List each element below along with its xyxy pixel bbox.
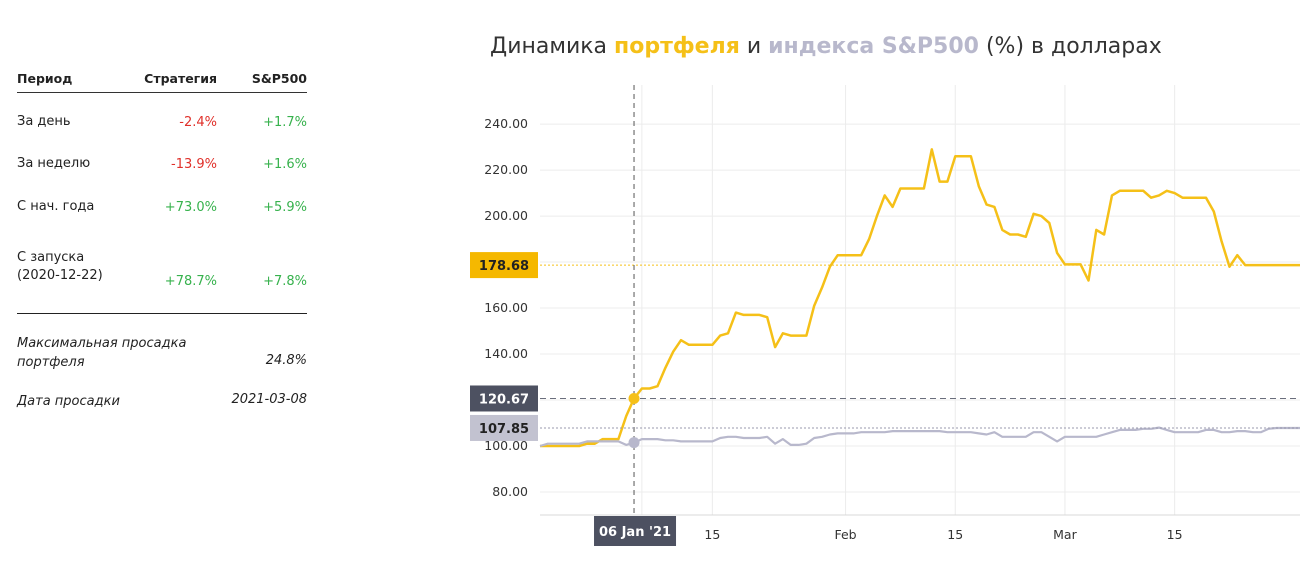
drawdown-date-row: Дата просадки 2021-03-08 (17, 392, 307, 411)
stats-row-day: За день -2.4% +1.7% (17, 93, 307, 151)
x-tick-label: Feb (834, 527, 856, 542)
header-period: Период (17, 71, 73, 86)
x-tick-label: Mar (1053, 527, 1077, 542)
header-sp500: S&P500 (251, 71, 307, 86)
x-tick-label: 15 (1167, 527, 1183, 542)
max-drawdown-value: 24.8% (265, 353, 307, 368)
index-series-line (539, 426, 1300, 448)
index-crosshair-point (628, 437, 640, 449)
drawdown-date-value: 2021-03-08 (231, 392, 307, 407)
title-middle: и (739, 34, 769, 59)
x-tick-label: 15 (704, 527, 720, 542)
last-value-label: 178.68 (479, 259, 529, 274)
index-value-label-box (470, 414, 538, 441)
crosshair-value-label-box (470, 385, 538, 412)
performance-stats-table: Период Стратегия S&P500 За день -2.4% +1… (17, 62, 307, 411)
chart-title: Динамика портфеля и индекса S&P500 (%) в… (490, 34, 1162, 59)
y-tick-label: 100.00 (484, 438, 528, 453)
crosshair-date-label: 06 Jan '21 (599, 525, 671, 540)
y-tick-label: 140.00 (484, 346, 528, 361)
strategy-value: -13.9% (171, 156, 217, 172)
strategy-value: +73.0% (164, 199, 217, 215)
max-drawdown-row: Максимальная просадка портфеля 24.8% (17, 334, 307, 372)
y-tick-label: 240.00 (484, 116, 528, 131)
y-tick-label: 160.00 (484, 300, 528, 315)
title-portfolio: портфеля (614, 34, 740, 59)
row-label: С нач. года (17, 199, 95, 214)
strategy-value: +78.7% (164, 274, 217, 289)
title-prefix: Динамика (490, 34, 615, 59)
stats-row-since-launch: С запуска (2020-12-22) +78.7% +7.8% (17, 237, 307, 297)
y-tick-label: 220.00 (484, 162, 528, 177)
portfolio-crosshair-point (628, 392, 640, 404)
strategy-value: -2.4% (179, 114, 217, 130)
sp500-value: +1.6% (263, 156, 307, 172)
title-suffix: (%) в долларах (978, 34, 1162, 59)
sp500-value: +1.7% (263, 114, 307, 130)
x-tick-label: 15 (947, 527, 963, 542)
portfolio-series-line (540, 148, 1300, 448)
drawdown-date-label: Дата просадки (17, 394, 120, 409)
title-index: индекса S&P500 (768, 34, 979, 59)
max-drawdown-label: Максимальная просадка портфеля (17, 336, 187, 370)
last-value-label-box (470, 252, 538, 279)
sp500-value: +7.8% (263, 274, 307, 289)
index-value-label: 107.85 (479, 422, 529, 437)
stats-row-ytd: С нач. года +73.0% +5.9% (17, 177, 307, 237)
crosshair-date-box (594, 516, 677, 546)
crosshair-value-label: 120.67 (479, 392, 529, 407)
stats-header-row: Период Стратегия S&P500 (17, 62, 307, 93)
row-label: За неделю (17, 156, 91, 171)
sp500-value: +5.9% (263, 199, 307, 215)
row-label: С запуска (2020-12-22) (17, 250, 103, 283)
header-strategy: Стратегия (144, 71, 217, 86)
y-tick-label: 80.00 (492, 484, 528, 499)
divider (17, 313, 307, 314)
y-tick-label: 200.00 (484, 208, 528, 223)
stats-row-week: За неделю -13.9% +1.6% (17, 151, 307, 177)
row-label: За день (17, 114, 71, 129)
